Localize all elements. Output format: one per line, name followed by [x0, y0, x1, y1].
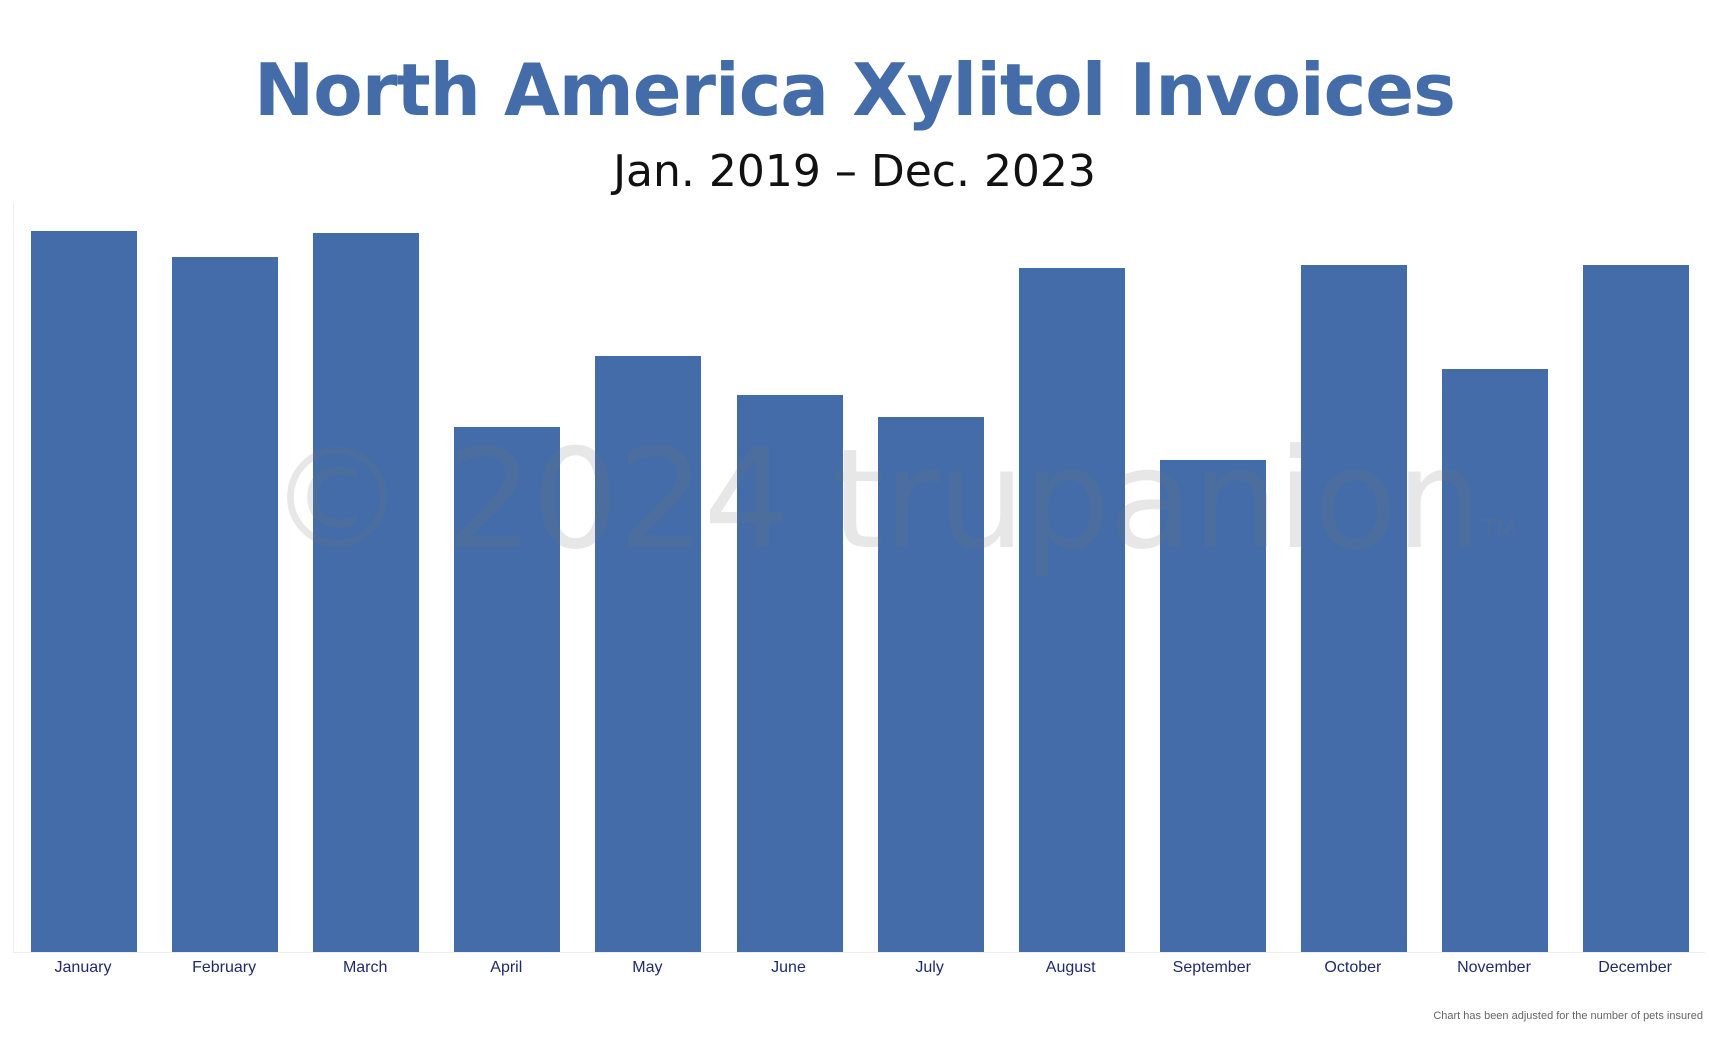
x-label-may: May: [632, 959, 663, 976]
bar-august[interactable]: [1018, 268, 1125, 952]
bar-march[interactable]: [313, 233, 420, 952]
x-label-august: August: [1045, 959, 1096, 976]
bar-february[interactable]: [172, 257, 279, 952]
x-label-february: February: [192, 959, 257, 976]
bar-april[interactable]: [454, 427, 561, 952]
bar-june[interactable]: [736, 395, 843, 952]
bar-december[interactable]: [1583, 265, 1690, 952]
bar-november[interactable]: [1442, 369, 1548, 952]
x-label-december: December: [1598, 959, 1672, 976]
x-label-october: October: [1324, 959, 1382, 976]
chart-footnote: Chart has been adjusted for the number o…: [1433, 1010, 1703, 1022]
x-label-june: June: [771, 959, 806, 976]
plot-area: [13, 203, 1705, 953]
x-label-november: November: [1457, 959, 1531, 976]
bar-july[interactable]: [877, 417, 984, 952]
bar-october[interactable]: [1300, 265, 1407, 952]
x-label-july: July: [915, 959, 944, 976]
chart-title: North America Xylitol Invoices: [254, 48, 1456, 132]
x-label-march: March: [342, 959, 388, 976]
x-label-january: January: [54, 959, 112, 976]
x-label-april: April: [490, 959, 523, 976]
x-label-september: September: [1172, 959, 1251, 976]
bar-may[interactable]: [595, 356, 702, 952]
chart-subtitle: Jan. 2019 – Dec. 2023: [613, 146, 1096, 197]
bar-september[interactable]: [1159, 460, 1266, 952]
bar-january[interactable]: [31, 231, 137, 952]
